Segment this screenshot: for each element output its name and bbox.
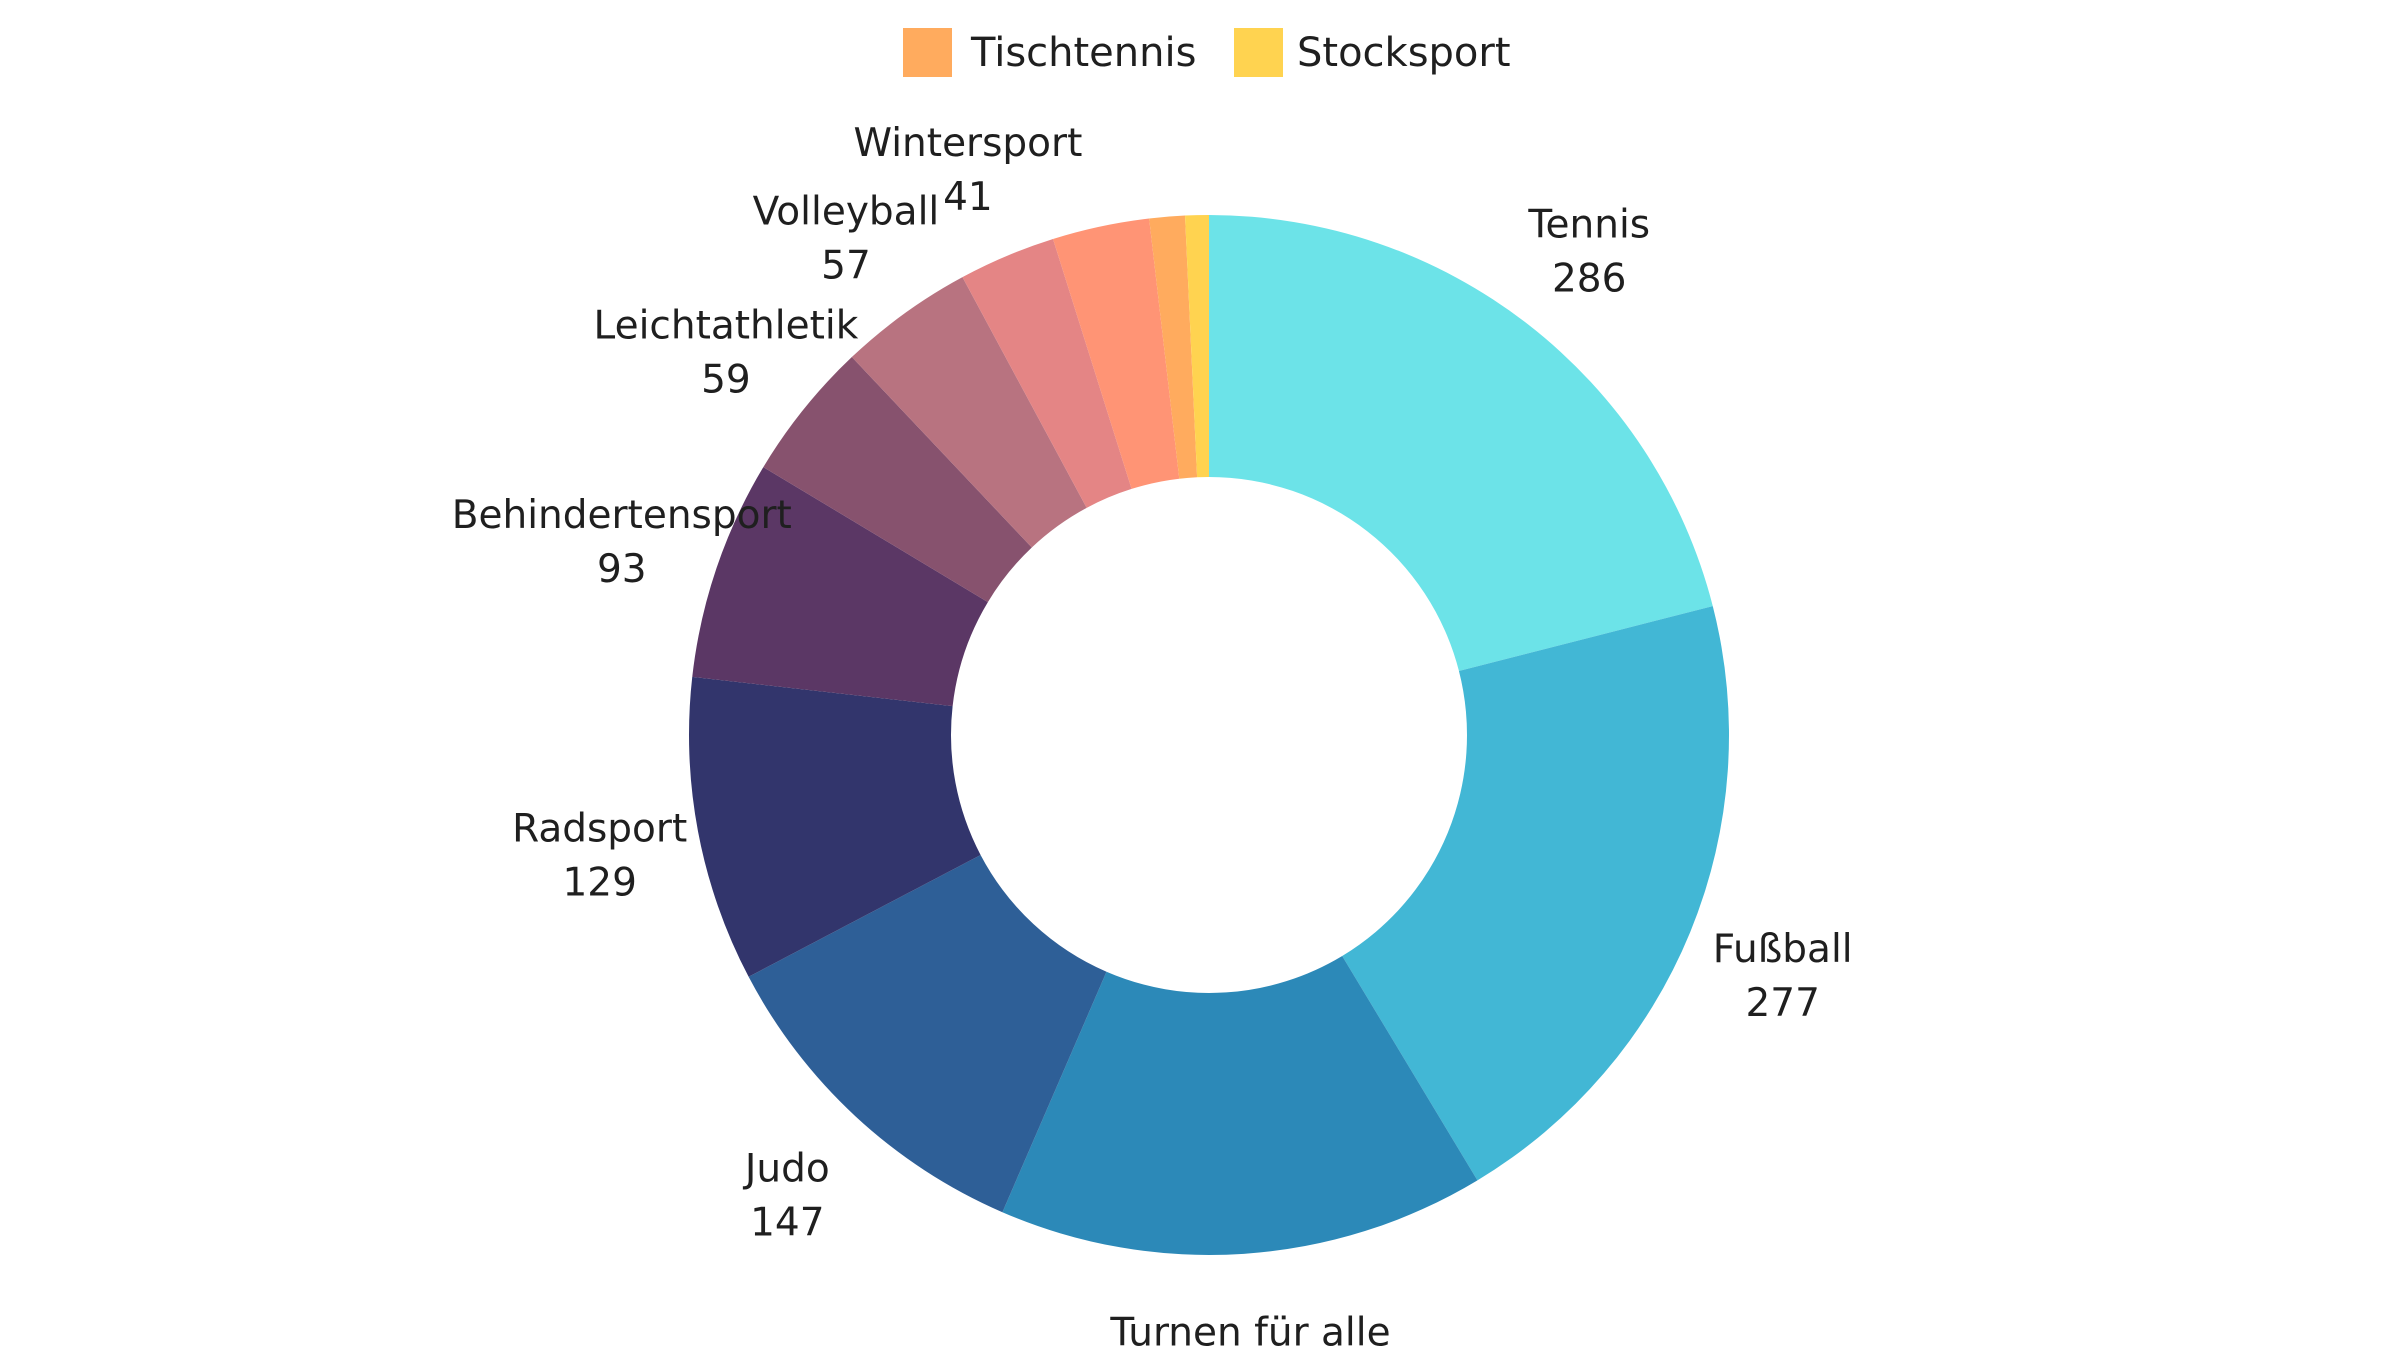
slice-judo — [748, 854, 1107, 1213]
slice-leichtathletik — [763, 357, 1032, 603]
slice-behindertensport — [692, 467, 988, 707]
chart-legend: Tischtennis Stocksport — [903, 28, 1511, 77]
slice-value-radsport: 129 — [562, 861, 636, 906]
slice-label-fussball: Fußball — [1713, 927, 1853, 972]
slice-unlabeled-9 — [1052, 218, 1180, 489]
slice-fussball — [1342, 606, 1729, 1181]
slice-value-behindertensport: 93 — [597, 547, 647, 592]
slice-tennis — [1209, 215, 1713, 672]
slice-label-volleyball: Volleyball — [753, 189, 940, 234]
slice-value-leichtathletik: 59 — [701, 357, 751, 402]
slice-radsport — [688, 676, 981, 977]
slice-value-wintersport: 41 — [943, 175, 993, 220]
slice-value-volleyball: 57 — [821, 243, 871, 288]
slice-label-behindertensport: Behindertensport — [452, 493, 792, 538]
slice-label-leichtathletik: Leichtathletik — [594, 303, 859, 348]
donut-slices — [688, 215, 1729, 1255]
slice-label-judo: Judo — [742, 1147, 830, 1192]
slice-label-radsport: Radsport — [512, 807, 687, 852]
slice-value-tennis: 286 — [1552, 256, 1626, 301]
legend-label-stocksport: Stocksport — [1297, 30, 1511, 76]
slice-wintersport — [962, 238, 1132, 508]
legend-swatch-tischtennis — [903, 28, 952, 77]
slice-turnen-fuer-alle — [1002, 955, 1478, 1255]
legend-swatch-stocksport — [1234, 28, 1283, 77]
slice-label-turnen-fuer-alle: Turnen für alle — [1109, 1311, 1390, 1350]
slice-label-tennis: Tennis — [1527, 202, 1650, 247]
slice-label-wintersport: Wintersport — [854, 121, 1083, 166]
slice-tischtennis — [1149, 215, 1198, 479]
slice-value-judo: 147 — [750, 1201, 824, 1246]
legend-label-tischtennis: Tischtennis — [970, 30, 1196, 76]
slice-value-fussball: 277 — [1745, 981, 1819, 1026]
slice-stocksport — [1185, 215, 1209, 478]
slice-volleyball — [851, 277, 1087, 548]
